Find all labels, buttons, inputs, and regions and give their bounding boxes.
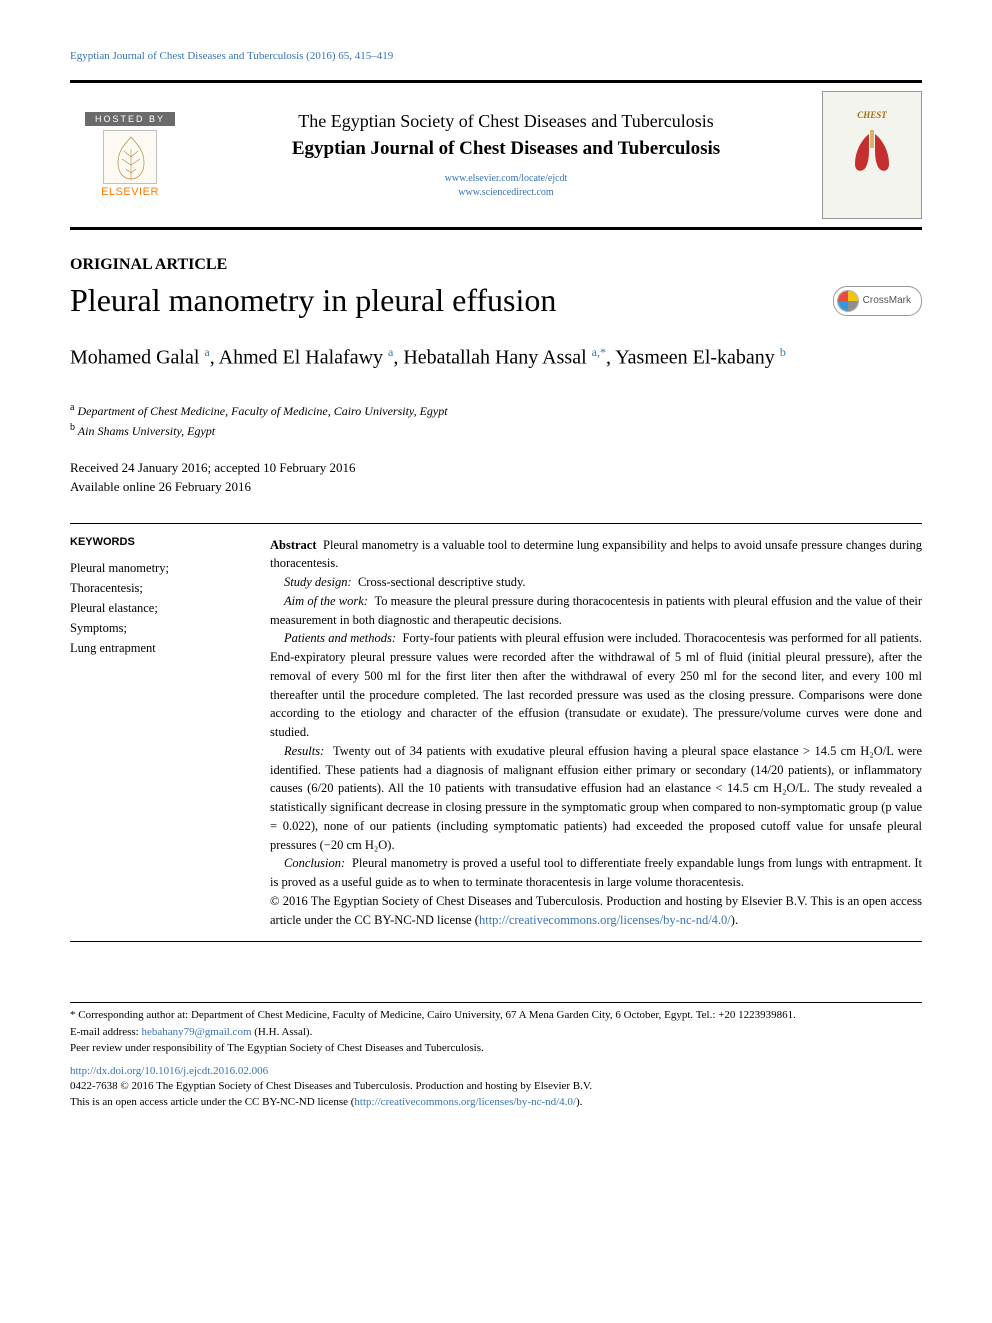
journal-name: Egyptian Journal of Chest Diseases and T… <box>210 138 802 160</box>
title-row: Pleural manometry in pleural effusion Cr… <box>70 282 922 319</box>
publisher-box: HOSTED BY ELSEVIER <box>70 112 190 198</box>
abstract-copyright: © 2016 The Egyptian Society of Chest Dis… <box>270 892 922 930</box>
article-title: Pleural manometry in pleural effusion <box>70 282 556 319</box>
available-online: Available online 26 February 2016 <box>70 477 922 497</box>
abstract-design: Study design: Cross-sectional descriptiv… <box>270 573 922 592</box>
issn-copyright: 0422-7638 © 2016 The Egyptian Society of… <box>70 1079 922 1095</box>
corresponding-author: * Corresponding author at: Department of… <box>70 1007 922 1024</box>
bottom-license-link[interactable]: http://creativecommons.org/licenses/by-n… <box>354 1096 576 1108</box>
journal-header: HOSTED BY ELSEVIER The Egyptian Society … <box>70 80 922 230</box>
crossmark-icon <box>837 290 859 312</box>
header-center: The Egyptian Society of Chest Diseases a… <box>210 111 802 200</box>
abstract-results: Results: Twenty out of 34 patients with … <box>270 742 922 855</box>
doi-link[interactable]: http://dx.doi.org/10.1016/j.ejcdt.2016.0… <box>70 1065 922 1077</box>
journal-cover: CHEST <box>822 91 922 219</box>
abstract-text: Abstract Pleural manometry is a valuable… <box>270 536 922 930</box>
email-line: E-mail address: hebahany79@gmail.com (H.… <box>70 1024 922 1041</box>
cover-title: CHEST <box>823 110 921 120</box>
email-link[interactable]: hebahany79@gmail.com <box>141 1026 251 1038</box>
keywords-list: Pleural manometry;Thoracentesis;Pleural … <box>70 558 240 658</box>
hosted-by-label: HOSTED BY <box>85 112 175 126</box>
journal-link-2[interactable]: www.sciencedirect.com <box>210 186 802 200</box>
lungs-icon <box>847 130 897 174</box>
bottom-copyright: 0422-7638 © 2016 The Egyptian Society of… <box>70 1079 922 1111</box>
affiliations: a Department of Chest Medicine, Faculty … <box>70 400 922 440</box>
article-dates: Received 24 January 2016; accepted 10 Fe… <box>70 458 922 497</box>
received-accepted: Received 24 January 2016; accepted 10 Fe… <box>70 458 922 478</box>
keywords-column: KEYWORDS Pleural manometry;Thoracentesis… <box>70 536 240 930</box>
elsevier-logo: ELSEVIER <box>101 130 159 198</box>
journal-links: www.elsevier.com/locate/ejcdt www.scienc… <box>210 172 802 200</box>
keywords-heading: KEYWORDS <box>70 536 240 548</box>
journal-link-1[interactable]: www.elsevier.com/locate/ejcdt <box>210 172 802 186</box>
abstract-conclusion: Conclusion: Pleural manometry is proved … <box>270 854 922 892</box>
abstract-methods: Patients and methods: Forty-four patient… <box>270 629 922 742</box>
society-name: The Egyptian Society of Chest Diseases a… <box>210 111 802 132</box>
crossmark-badge[interactable]: CrossMark <box>833 286 922 316</box>
crossmark-label: CrossMark <box>863 295 911 306</box>
elsevier-tree-icon <box>103 130 157 184</box>
article-type: ORIGINAL ARTICLE <box>70 256 922 274</box>
affiliation-a: a Department of Chest Medicine, Faculty … <box>70 400 922 420</box>
running-head: Egyptian Journal of Chest Diseases and T… <box>70 50 922 62</box>
bottom-license: This is an open access article under the… <box>70 1095 922 1111</box>
footnotes: * Corresponding author at: Department of… <box>70 1002 922 1057</box>
abstract-lead: Abstract Pleural manometry is a valuable… <box>270 536 922 574</box>
authors: Mohamed Galal a, Ahmed El Halafawy a, He… <box>70 345 922 370</box>
peer-review-note: Peer review under responsibility of The … <box>70 1040 922 1057</box>
elsevier-wordmark: ELSEVIER <box>101 186 159 198</box>
affiliation-b: b Ain Shams University, Egypt <box>70 420 922 440</box>
abstract-block: KEYWORDS Pleural manometry;Thoracentesis… <box>70 523 922 943</box>
license-link[interactable]: http://creativecommons.org/licenses/by-n… <box>479 913 731 927</box>
abstract-aim: Aim of the work: To measure the pleural … <box>270 592 922 630</box>
